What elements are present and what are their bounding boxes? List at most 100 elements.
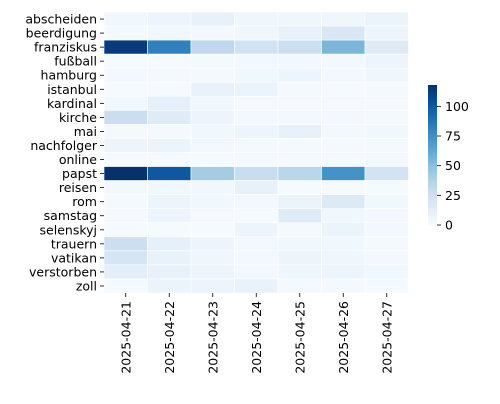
heatmap-cell [190, 25, 235, 41]
heatmap-cell [103, 110, 148, 125]
heatmap-cell [190, 96, 235, 111]
heatmap-cell [103, 11, 148, 27]
heatmap-cell [364, 138, 409, 153]
heatmap-cell [190, 236, 235, 252]
heatmap-cell [234, 39, 279, 55]
heatmap-cell [277, 39, 322, 55]
heatmap-cell [147, 180, 192, 195]
y-tick-label: papst [62, 166, 97, 181]
x-tick-label: 2025-04-24 [249, 301, 264, 374]
heatmap-cell [147, 278, 192, 294]
x-tick-label: 2025-04-25 [292, 301, 307, 374]
heatmap-cell [190, 67, 235, 83]
heatmap-cell [277, 96, 322, 111]
heatmap-cell [277, 180, 322, 195]
heatmap-cell [321, 25, 366, 41]
heatmap-cell [321, 81, 366, 97]
heatmap-cell [234, 138, 279, 153]
heatmap-cell [147, 67, 192, 83]
heatmap-cell [321, 250, 366, 266]
heatmap-cell [364, 39, 409, 55]
heatmap-cell [321, 208, 366, 224]
colorbar-tick-label: 0 [445, 218, 453, 233]
heatmap-cell [147, 194, 192, 209]
heatmap-cell [277, 67, 322, 83]
heatmap-cell [190, 81, 235, 97]
heatmap-cell [321, 39, 366, 55]
heatmap-cell [234, 278, 279, 294]
y-tick-label: beerdigung [26, 26, 97, 41]
heatmap-cell [147, 81, 192, 97]
heatmap-cell [234, 250, 279, 266]
y-tick-label: trauern [51, 236, 97, 251]
heatmap-cell [321, 138, 366, 153]
heatmap-cell [190, 53, 235, 69]
y-tick-label: franziskus [34, 40, 97, 55]
heatmap-cell [190, 166, 235, 181]
heatmap-cell [103, 152, 148, 167]
heatmap-cell [147, 39, 192, 55]
heatmap-cell [190, 250, 235, 266]
x-tick-label: 2025-04-22 [162, 301, 177, 374]
heatmap-cell [147, 96, 192, 111]
heatmap-cell [190, 39, 235, 55]
heatmap-cell [103, 264, 148, 280]
x-tick-label: 2025-04-23 [205, 301, 220, 374]
heatmap-cell [321, 96, 366, 111]
heatmap-cell [103, 250, 148, 266]
heatmap-cell [234, 110, 279, 125]
heatmap-cell [103, 166, 148, 181]
heatmap-cell [321, 194, 366, 209]
heatmap-cell [103, 39, 148, 55]
heatmap-cell [234, 152, 279, 167]
heatmap-cell [277, 138, 322, 153]
heatmap-cell [147, 166, 192, 181]
heatmap-cell [321, 278, 366, 294]
heatmap-cell [190, 124, 235, 139]
heatmap-cell [234, 194, 279, 209]
heatmap-cell [234, 124, 279, 139]
heatmap-cell [190, 11, 235, 27]
heatmap-cell [234, 53, 279, 69]
heatmap-cell [364, 124, 409, 139]
colorbar-tick-label: 100 [445, 99, 469, 114]
heatmap-cell [364, 278, 409, 294]
heatmap-cell [234, 166, 279, 181]
y-tick-label: selenskyj [40, 222, 97, 237]
heatmap-cell [364, 96, 409, 111]
heatmap-cell [234, 81, 279, 97]
heatmap-cell [234, 180, 279, 195]
heatmap-cell [321, 264, 366, 280]
heatmap-cell [364, 208, 409, 224]
y-tick-label: verstorben [29, 264, 97, 279]
heatmap-cell [190, 208, 235, 224]
heatmap-cell [321, 124, 366, 139]
heatmap-cell [147, 124, 192, 139]
heatmap-cell [277, 236, 322, 252]
y-tick-label: fußball [54, 54, 97, 69]
heatmap-cell [277, 278, 322, 294]
heatmap-cell [103, 222, 148, 238]
heatmap-cell [103, 96, 148, 111]
heatmap-cell [277, 264, 322, 280]
heatmap-cell [321, 11, 366, 27]
heatmap-cell [277, 11, 322, 27]
heatmap-cell [321, 180, 366, 195]
colorbar-tick-label: 75 [445, 129, 461, 144]
heatmap-cell [234, 96, 279, 111]
heatmap-cell [103, 67, 148, 83]
heatmap-cell [364, 67, 409, 83]
x-tick-label: 2025-04-27 [379, 301, 394, 374]
heatmap-cell [147, 53, 192, 69]
heatmap-cell [190, 194, 235, 209]
heatmap-cell [364, 194, 409, 209]
heatmap-cell [190, 152, 235, 167]
heatmap-cell [103, 236, 148, 252]
heatmap-cell [147, 152, 192, 167]
heatmap-cell [277, 166, 322, 181]
y-tick-label: abscheiden [25, 12, 97, 27]
y-tick-label: mai [74, 124, 97, 139]
heatmap-cell [234, 11, 279, 27]
heatmap-cell [147, 110, 192, 125]
